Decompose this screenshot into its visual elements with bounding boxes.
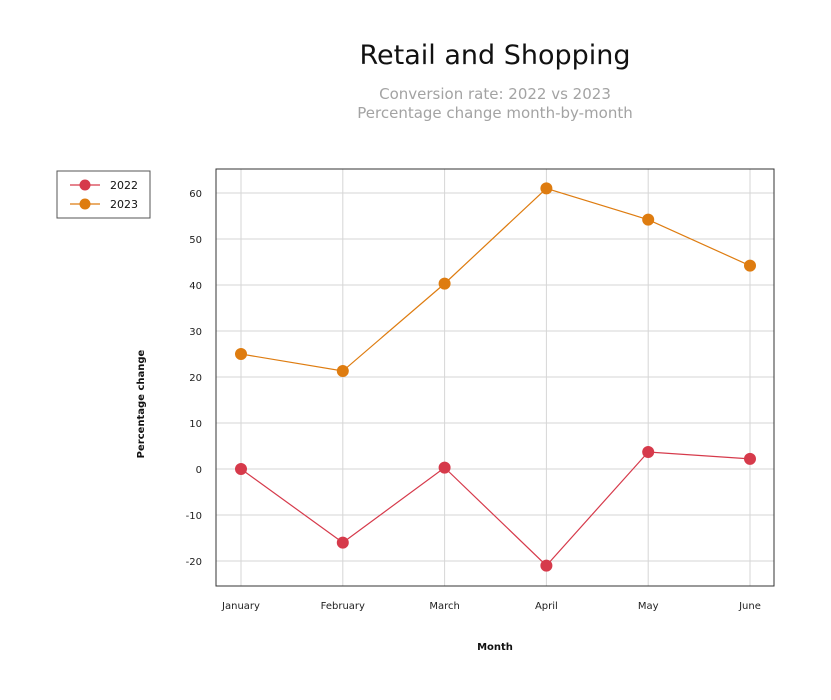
x-axis-title: Month bbox=[477, 642, 513, 653]
y-tick-label: 60 bbox=[189, 189, 202, 200]
data-point-2023 bbox=[235, 348, 247, 360]
legend-marker-2022 bbox=[79, 179, 91, 191]
series-line-2022 bbox=[240, 451, 751, 567]
y-tick-label: -20 bbox=[186, 557, 202, 568]
x-tick-label: April bbox=[535, 601, 558, 612]
data-point-2023 bbox=[642, 213, 655, 226]
data-point-2022 bbox=[744, 452, 756, 465]
x-tick-label: March bbox=[429, 601, 459, 612]
legend-label-2022: 2022 bbox=[110, 179, 138, 192]
plot-area-frame bbox=[215, 168, 775, 587]
x-tick-label: June bbox=[738, 601, 761, 612]
series-line-2023 bbox=[240, 187, 751, 372]
data-point-2022 bbox=[540, 559, 553, 572]
data-point-2022 bbox=[642, 445, 655, 458]
y-tick-label: 20 bbox=[189, 373, 202, 384]
legend-label-2023: 2023 bbox=[110, 198, 138, 211]
y-tick-label: 30 bbox=[189, 327, 202, 338]
data-point-2022 bbox=[235, 463, 247, 475]
x-tick-label: May bbox=[638, 601, 659, 612]
y-axis-title: Percentage change bbox=[136, 349, 147, 458]
y-tick-label: -10 bbox=[186, 511, 202, 522]
data-point-2023 bbox=[438, 277, 451, 290]
data-point-2023 bbox=[744, 259, 756, 272]
y-tick-label: 50 bbox=[189, 235, 202, 246]
data-point-2023 bbox=[336, 365, 349, 378]
data-point-2022 bbox=[438, 461, 451, 474]
x-tick-label: February bbox=[321, 601, 365, 612]
legend-box bbox=[56, 170, 151, 219]
data-point-2022 bbox=[336, 536, 349, 549]
chart-subtitle-line-2: Percentage change month-by-month bbox=[357, 104, 633, 122]
y-tick-label: 40 bbox=[189, 281, 202, 292]
data-point-2023 bbox=[540, 182, 553, 195]
chart-title: Retail and Shopping bbox=[359, 40, 631, 71]
legend-marker-2023 bbox=[79, 198, 91, 210]
y-tick-label: 10 bbox=[189, 419, 202, 430]
chart-subtitle-line-1: Conversion rate: 2022 vs 2023 bbox=[379, 85, 611, 103]
x-tick-label: January bbox=[221, 601, 260, 612]
y-tick-label: 0 bbox=[196, 465, 202, 476]
